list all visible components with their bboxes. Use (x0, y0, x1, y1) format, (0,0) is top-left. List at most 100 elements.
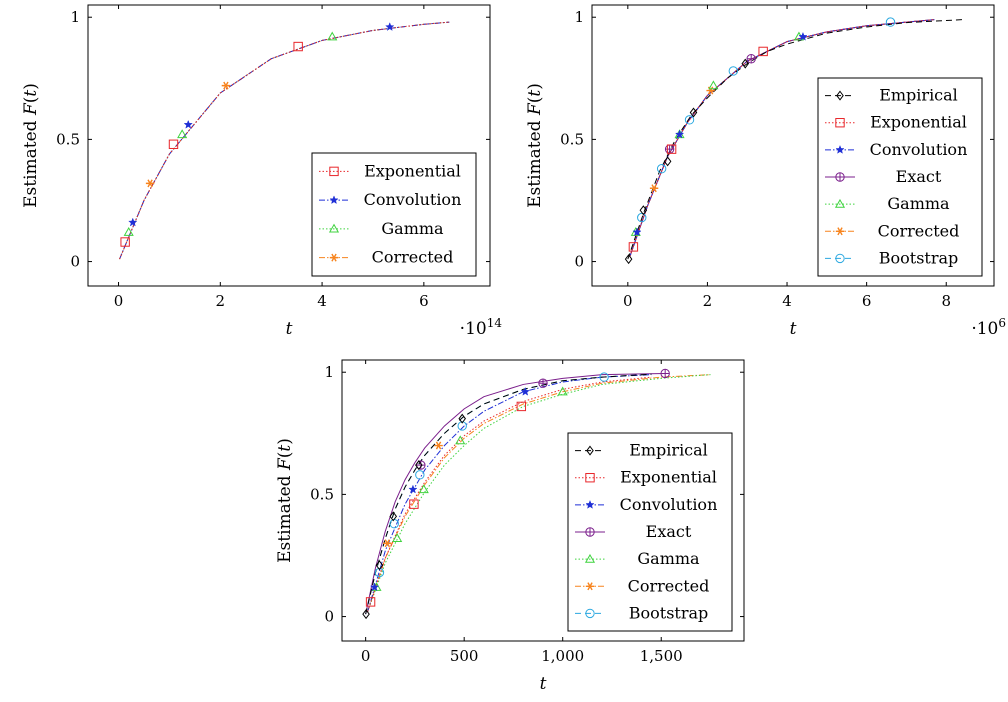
y-tick-label: 1 (574, 8, 584, 26)
marker-corrected (221, 81, 231, 90)
marker-bootstrap (656, 164, 667, 174)
legend-entry-gamma: Gamma (637, 549, 700, 568)
x-tick-label: 4 (317, 292, 327, 310)
legend-marker-exact (585, 527, 595, 537)
legend-marker-exponential (585, 473, 595, 483)
series-line-empirical (365, 373, 652, 615)
marker-bootstrap (599, 372, 609, 382)
x-tick-label: 8 (941, 292, 951, 310)
legend-marker-empirical (836, 90, 844, 101)
plot-area (362, 368, 711, 620)
x-tick-label: 2 (216, 292, 226, 310)
series-line-exponential (119, 21, 450, 260)
series-line-exponential (629, 19, 935, 257)
marker-convolution (520, 386, 530, 396)
series-line-exact (365, 372, 666, 615)
chart-bottom: 0 500 1,000 1,500 0 0.5 1 t Estimated F(t) Empiri… (275, 359, 745, 694)
marker-bootstrap (684, 115, 695, 125)
legend-entry-bootstrap: Bootstrap (879, 248, 959, 267)
marker-empirical (689, 107, 698, 118)
x-axis-multiplier: ·1014 (460, 316, 503, 339)
series-line-convolution (367, 374, 652, 612)
legend-marker-gamma (328, 223, 340, 233)
marker-bootstrap (637, 212, 647, 223)
x-tick-label: 0 (623, 292, 633, 310)
legend: Exponential Convolution Gamma Corrected (311, 152, 477, 277)
y-tick-label: 0 (574, 253, 584, 271)
legend-marker-convolution (585, 499, 595, 509)
legend-marker-exact (835, 172, 845, 182)
legend-entry-exact: Exact (896, 167, 942, 186)
legend-entry-exponential: Exponential (870, 113, 967, 132)
y-tick-label: 0 (324, 608, 334, 626)
legend-marker-bootstrap (835, 253, 845, 264)
marker-bootstrap (374, 567, 385, 578)
x-tick-label: 500 (450, 647, 479, 665)
legend-entry-convolution: Convolution (364, 190, 462, 209)
y-axis-label: Estimated F(t) (275, 438, 295, 563)
marker-convolution (632, 227, 642, 237)
plot-area (624, 17, 963, 265)
x-tick-label: 1,000 (541, 647, 584, 665)
series-line-exponential (367, 376, 652, 612)
marker-gamma (327, 31, 338, 41)
marker-convolution (798, 31, 808, 41)
marker-convolution (674, 129, 685, 139)
plot-area (119, 21, 450, 260)
marker-exact (660, 368, 670, 379)
legend-marker-exponential (329, 166, 339, 177)
marker-corrected (434, 441, 443, 450)
legend-entry-corrected: Corrected (878, 221, 960, 240)
marker-convolution (128, 217, 138, 227)
marker-empirical (663, 156, 672, 167)
marker-empirical (389, 511, 398, 522)
marker-empirical (375, 560, 384, 571)
legend-marker-bootstrap (585, 608, 595, 619)
x-tick-label: 1,500 (640, 647, 683, 665)
marker-exact (746, 54, 756, 64)
legend-marker-empirical (586, 445, 594, 456)
legend: Empirical Exponential Convolution Exact Gamm… (817, 77, 983, 277)
marker-exponential (365, 597, 376, 607)
x-axis-label: t (540, 674, 547, 694)
marker-exponential (409, 499, 419, 509)
series-line-gamma (367, 374, 711, 612)
marker-corrected (649, 184, 659, 193)
marker-gamma (455, 435, 466, 445)
marker-convolution (369, 582, 380, 592)
marker-gamma (392, 533, 403, 543)
legend-entry-gamma: Gamma (381, 219, 444, 238)
x-tick-label: 0 (114, 292, 124, 310)
legend-entry-exact: Exact (646, 522, 692, 541)
marker-empirical (741, 58, 750, 69)
x-tick-label: 2 (703, 292, 713, 310)
marker-exponential (168, 139, 179, 149)
y-tick-label: 0 (70, 253, 80, 271)
legend-entry-corrected: Corrected (372, 248, 454, 267)
marker-bootstrap (415, 470, 425, 480)
marker-bootstrap (457, 421, 467, 431)
legend-box (567, 432, 733, 632)
x-tick-label: 6 (862, 292, 872, 310)
marker-exponential (120, 237, 130, 247)
marker-exponential (628, 242, 639, 252)
marker-convolution (183, 119, 193, 129)
legend: Empirical Exponential Convolution Exact Gamm… (567, 432, 733, 632)
marker-bootstrap (728, 66, 738, 76)
legend-entry-convolution: Convolution (870, 140, 968, 159)
legend-marker-exponential (835, 118, 845, 128)
legend-marker-gamma (584, 553, 596, 563)
legend-marker-corrected (835, 227, 845, 236)
marker-empirical (639, 205, 648, 216)
marker-convolution (385, 22, 395, 31)
marker-exponential (516, 401, 527, 412)
y-tick-label: 0.5 (310, 485, 334, 503)
marker-exponential (758, 46, 768, 57)
y-tick-label: 0.5 (56, 130, 80, 148)
marker-exponential (666, 144, 677, 154)
marker-empirical (458, 413, 466, 424)
plot-frame (87, 4, 491, 287)
legend-entry-gamma: Gamma (887, 194, 950, 213)
marker-gamma (708, 80, 719, 90)
